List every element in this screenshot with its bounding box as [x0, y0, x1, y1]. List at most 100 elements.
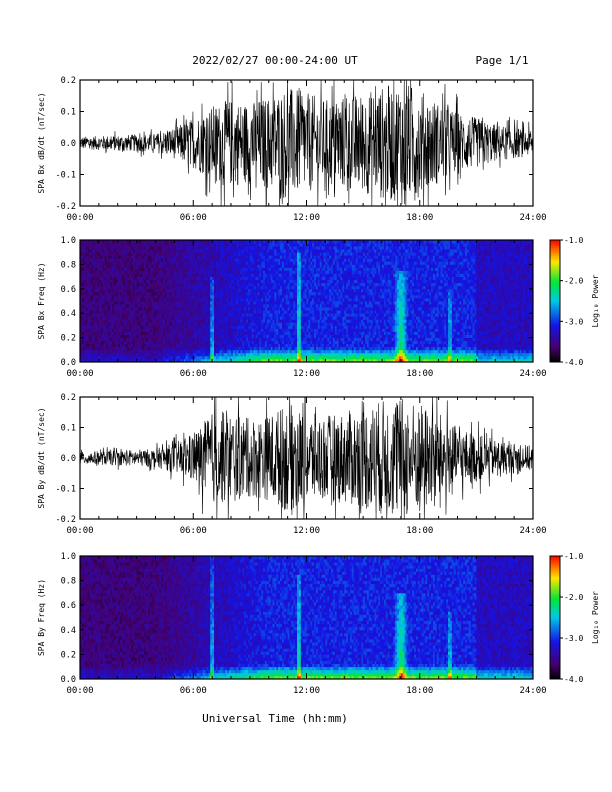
spectrogram-cell — [227, 301, 230, 305]
spectrogram-cell — [204, 352, 207, 357]
spectrogram-cell — [202, 331, 205, 335]
spectrogram-cell — [81, 358, 85, 363]
spectrogram-cell — [183, 322, 187, 326]
spectrogram-cell — [146, 301, 149, 305]
spectrogram-cell — [253, 279, 256, 284]
spectrogram-cell — [142, 325, 145, 329]
spectrogram-cell — [146, 273, 149, 277]
spectrogram-cell — [166, 291, 170, 296]
spectrogram-cell — [238, 276, 241, 281]
spectrogram-cell — [229, 279, 232, 284]
spectrogram-cell — [255, 276, 258, 281]
spectrogram-cell — [189, 258, 192, 262]
spectrogram-cell — [164, 252, 168, 256]
spectrogram-cell — [144, 279, 147, 284]
spectrogram-cell — [123, 328, 126, 332]
spectrogram-cell — [98, 349, 102, 354]
spectrogram-cell — [246, 337, 249, 342]
spectrogram-cell — [236, 316, 239, 320]
spectrogram-cell — [261, 288, 264, 293]
spectrogram-cell — [153, 319, 156, 323]
spectrogram-cell — [115, 297, 119, 302]
spectrogram-cell — [221, 249, 224, 253]
spectrogram-cell — [155, 255, 158, 259]
spectrogram-cell — [102, 273, 105, 277]
spectrogram-cell — [125, 288, 128, 293]
spectrogram-cell — [181, 294, 185, 299]
spectrogram-cell — [210, 304, 213, 308]
spectrogram-cell — [231, 337, 234, 342]
spectrogram-cell — [106, 246, 109, 250]
spectrogram-cell — [108, 337, 111, 342]
spectrogram-cell — [214, 322, 217, 326]
spectrogram-cell — [121, 316, 124, 320]
spectrogram-cell — [130, 340, 134, 345]
spectrogram-cell — [130, 261, 134, 265]
spectrogram-cell — [183, 343, 187, 348]
spectrogram-cell — [193, 343, 196, 348]
spectrogram-cell — [214, 291, 217, 296]
spectrogram-cell — [249, 325, 253, 329]
spectrogram-cell — [108, 240, 111, 244]
spectrogram-cell — [134, 355, 138, 360]
spectrogram-cell — [242, 325, 245, 329]
spectrogram-cell — [257, 328, 260, 332]
spectrogram-cell — [89, 352, 92, 357]
spectrogram-cell — [174, 258, 177, 262]
spectrogram-cell — [164, 243, 168, 247]
spectrogram-cell — [130, 288, 134, 293]
spectrogram-cell — [229, 337, 232, 342]
spectrogram-cell — [144, 304, 147, 308]
spectrogram-cell — [246, 273, 249, 277]
spectrogram-cell — [159, 358, 162, 363]
spectrogram-cell — [191, 297, 194, 302]
spectrogram-cell — [270, 337, 273, 342]
spectrogram-cell — [142, 349, 145, 354]
spectrogram-cell — [149, 307, 153, 311]
spectrogram-cell — [185, 346, 188, 351]
spectrogram-cell — [163, 264, 166, 268]
spectrogram-cell — [157, 301, 160, 305]
spectrogram-cell — [255, 270, 258, 274]
spectrogram-cell — [170, 346, 173, 351]
spectrogram-cell — [168, 349, 171, 354]
spectrogram-cell — [232, 285, 236, 290]
spectrogram-cell — [136, 331, 139, 335]
spectrogram-cell — [98, 294, 102, 299]
spectrogram-cell — [96, 331, 100, 335]
spectrogram-cell — [98, 322, 102, 326]
spectrogram-cell — [96, 249, 100, 253]
spectrogram-cell — [249, 288, 253, 293]
spectrogram-cell — [125, 316, 128, 320]
spectrogram-cell — [274, 343, 277, 348]
spectrogram-cell — [208, 358, 211, 363]
spectrogram-cell — [142, 307, 145, 311]
spectrogram-cell — [183, 288, 187, 293]
spectrogram-cell — [215, 346, 219, 351]
spectrogram-cell — [215, 343, 219, 348]
spectrogram-cell — [155, 328, 158, 332]
spectrogram-cell — [219, 270, 222, 274]
spectrogram-cell — [100, 273, 104, 277]
spectrogram-cell — [136, 313, 139, 317]
spectrogram-cell — [202, 337, 205, 342]
spectrogram-cell — [106, 325, 109, 329]
spectrogram-cell — [117, 246, 121, 250]
spectrogram-cell — [202, 261, 205, 265]
spectrogram-cell — [191, 337, 194, 342]
spectrogram-cell — [246, 297, 249, 302]
spectrogram-cell — [123, 249, 126, 253]
spectrogram-cell — [236, 331, 239, 335]
spectrogram-cell — [200, 328, 204, 332]
spectrogram-cell — [176, 249, 179, 253]
spectrogram-cell — [274, 276, 277, 281]
spectrogram-cell — [206, 352, 209, 357]
spectrogram-cell — [198, 322, 202, 326]
spectrogram-cell — [130, 276, 134, 281]
spectrogram-cell — [268, 310, 272, 314]
spectrogram-cell — [227, 343, 230, 348]
spectrogram-cell — [115, 276, 119, 281]
spectrogram-cell — [155, 340, 158, 345]
spectrogram-cell — [123, 240, 126, 244]
spectrogram-cell — [234, 322, 238, 326]
